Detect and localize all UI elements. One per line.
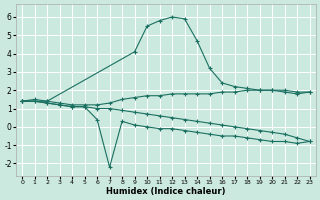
X-axis label: Humidex (Indice chaleur): Humidex (Indice chaleur) xyxy=(106,187,226,196)
